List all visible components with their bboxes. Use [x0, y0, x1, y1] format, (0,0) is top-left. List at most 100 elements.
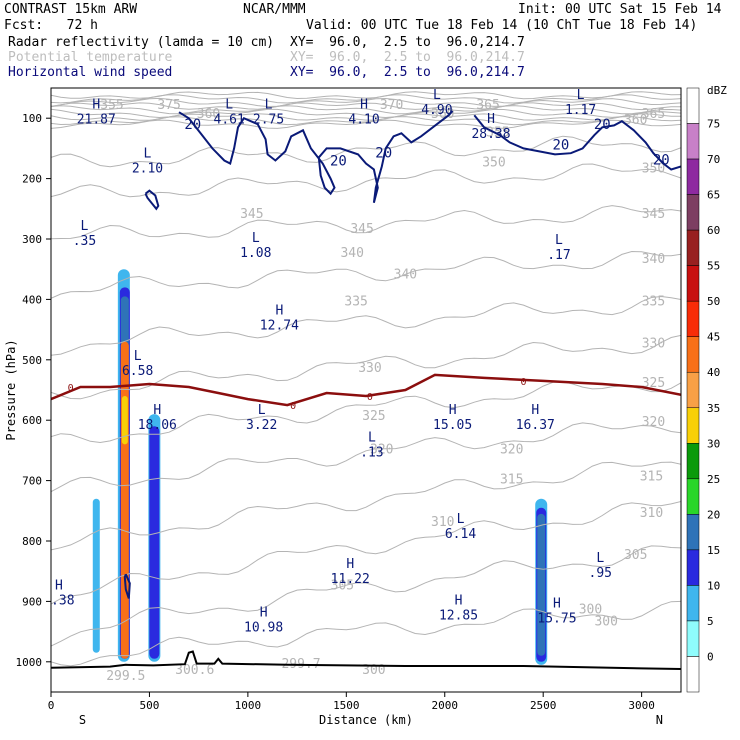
theta-label: 360: [431, 107, 454, 122]
colorbar-box: [686, 585, 700, 622]
wind-contour-label: 20: [330, 153, 347, 169]
theta-contour-340: [51, 250, 681, 299]
extremum-value: 18.06: [138, 418, 177, 433]
theta-label: 345: [350, 222, 373, 237]
field-name-theta: Potential temperature: [8, 50, 173, 65]
wind-contour-label: 20: [375, 145, 392, 161]
extremum-value: 15.05: [433, 418, 472, 433]
theta-label: 300: [594, 615, 617, 630]
theta-contour-325: [51, 381, 681, 444]
reflectivity-cell: [537, 513, 546, 656]
extremum-value: .13: [360, 445, 383, 460]
theta-contour-335: [51, 295, 681, 356]
x-tick-label: 3000: [628, 699, 655, 712]
y-tick-label: 600: [22, 414, 42, 427]
theta-contour-upper: [51, 108, 681, 119]
colorbar-level: 65: [707, 189, 720, 202]
y-tick-label: 200: [22, 173, 42, 186]
theta-label: 310: [640, 506, 663, 521]
low-letter: L: [144, 146, 152, 161]
theta-contour-330: [51, 334, 681, 400]
colorbar-level: 75: [707, 118, 720, 131]
y-tick-label: 300: [22, 233, 42, 246]
low-letter: L: [596, 551, 604, 566]
colorbar-box: [686, 194, 700, 231]
theta-contour-upper: [51, 97, 681, 108]
colorbar-level: 60: [707, 224, 720, 237]
theta-label: 320: [500, 442, 523, 457]
extremum-value: 12.74: [260, 319, 299, 334]
high-letter: H: [260, 606, 268, 621]
theta-contour-310: [51, 501, 681, 605]
theta-label: 320: [642, 415, 665, 430]
terrain-line: [51, 650, 681, 670]
init-time: Init: 00 UTC Sat 15 Feb 14: [518, 2, 722, 17]
high-letter: H: [346, 557, 354, 572]
zero-isotherm: [51, 373, 681, 407]
wind-contour-20: [473, 114, 681, 171]
high-letter: H: [275, 304, 283, 319]
wind-contour-20: [144, 189, 160, 211]
theta-contour-upper: [51, 105, 681, 115]
low-letter: L: [225, 98, 233, 113]
colorbar-level: 15: [707, 544, 720, 557]
theta-label: 305: [624, 548, 647, 563]
theta-contour-305: [51, 545, 681, 647]
wind-contour-20: [178, 110, 454, 204]
high-letter: H: [553, 596, 561, 611]
theta-label: 365: [642, 107, 665, 122]
north-label: N: [656, 713, 663, 727]
colorbar-box: [686, 656, 700, 693]
colorbar-box: [686, 300, 700, 337]
theta-label: 350: [642, 162, 665, 177]
theta-label: 325: [362, 409, 385, 424]
zero-isotherm-label: 0: [367, 392, 373, 403]
x-axis-label: Distance (km): [319, 713, 413, 727]
colorbar-box: [686, 620, 700, 657]
low-letter: L: [81, 219, 89, 234]
org-name: NCAR/MMM: [243, 2, 306, 17]
low-letter: L: [555, 233, 563, 248]
field-name-wind: Horizontal wind speed: [8, 65, 173, 80]
forecast-hour: Fcst: 72 h: [4, 18, 98, 33]
extremum-value: 6.14: [445, 527, 476, 542]
theta-label: 370: [380, 98, 403, 113]
x-tick-label: 1500: [333, 699, 360, 712]
reflectivity-cell: [92, 498, 100, 653]
x-tick-label: 500: [140, 699, 160, 712]
reflectivity-cell: [121, 396, 128, 445]
wind-contour-label: 20: [552, 138, 569, 154]
y-tick-label: 400: [22, 293, 42, 306]
theta-contour-345: [51, 205, 681, 240]
low-letter: L: [433, 88, 441, 103]
theta-label: 300.6: [175, 663, 214, 678]
low-letter: L: [368, 430, 376, 445]
colorbar-level: 70: [707, 153, 720, 166]
x-tick-label: 0: [48, 699, 55, 712]
theta-label: 375: [157, 98, 180, 113]
theta-label: 330: [642, 337, 665, 352]
y-tick-label: 100: [22, 112, 42, 125]
colorbar-box: [686, 549, 700, 586]
field-name-reflectivity: Radar reflectivity (lamda = 10 cm): [8, 35, 275, 50]
extremum-value: 12.85: [439, 608, 478, 623]
low-letter: L: [577, 88, 585, 103]
theta-label: 315: [640, 470, 663, 485]
field-xy-reflectivity: XY= 96.0, 2.5 to 96.0,214.7: [290, 35, 525, 50]
colorbar-unit: dBZ: [707, 84, 727, 97]
theta-contour-355: [51, 135, 681, 168]
extremum-value: 2.75: [253, 113, 284, 128]
theta-contour-upper: [51, 119, 681, 129]
south-label: S: [79, 713, 86, 727]
theta-label: 320: [370, 442, 393, 457]
theta-label: 305: [331, 578, 354, 593]
x-tick-label: 2000: [432, 699, 459, 712]
extremum-value: .95: [589, 566, 612, 581]
wind-contour-20: [123, 573, 131, 599]
wind-contour-label: 20: [184, 117, 201, 133]
theta-label: 335: [344, 294, 367, 309]
theta-contour-320: [51, 422, 681, 493]
zero-isotherm-label: 0: [290, 401, 296, 412]
high-letter: H: [455, 593, 463, 608]
